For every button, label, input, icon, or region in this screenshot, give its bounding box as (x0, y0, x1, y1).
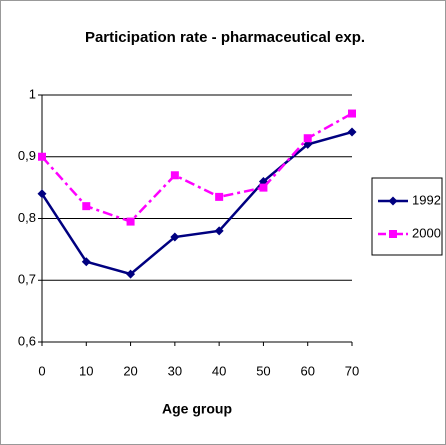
series-line (40, 130, 353, 276)
y-tick-label: 1 (29, 86, 36, 101)
point (348, 109, 356, 118)
legend-marker (389, 230, 397, 238)
chart-title: Participation rate - pharmaceutical exp. (85, 29, 365, 46)
legend-marker (388, 196, 398, 206)
y-tick-label: 0,9 (18, 148, 36, 163)
x-tick-label: 10 (79, 363, 93, 378)
x-tick-label: 70 (345, 363, 359, 378)
point (126, 217, 135, 226)
legend-box (371, 177, 443, 256)
x-tick-label: 40 (212, 363, 226, 378)
x-tick-label: 0 (38, 363, 45, 378)
point (259, 183, 268, 192)
point (81, 257, 91, 267)
point (38, 152, 46, 161)
point (214, 226, 224, 236)
legend-label: 1992 (412, 192, 441, 207)
x-tick-label: 60 (300, 363, 314, 378)
point (170, 232, 180, 242)
point (82, 202, 91, 211)
y-tick-label: 0,8 (18, 210, 36, 225)
x-tick-label: 30 (168, 363, 182, 378)
point (347, 127, 357, 137)
point (215, 192, 224, 201)
x-tick-label: 20 (123, 363, 137, 378)
y-tick-label: 0,7 (18, 272, 36, 287)
point (37, 189, 47, 199)
x-tick-label: 50 (256, 363, 270, 378)
legend-label: 2000 (412, 225, 441, 240)
point (126, 269, 136, 279)
point (303, 134, 312, 143)
y-tick-label: 0,6 (18, 333, 36, 348)
point (170, 171, 179, 180)
x-axis-label: Age group (162, 401, 232, 417)
